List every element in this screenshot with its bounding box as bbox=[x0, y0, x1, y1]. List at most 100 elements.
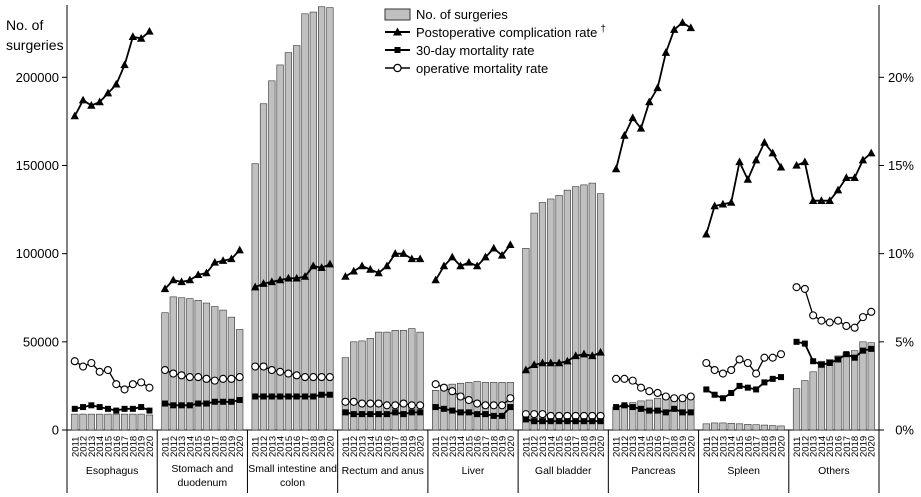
operative-mortality-point bbox=[431, 380, 440, 389]
mortality30-point bbox=[88, 402, 95, 409]
x-year-label: 2012 bbox=[349, 436, 360, 457]
mortality30-point bbox=[285, 393, 292, 400]
mortality30-point bbox=[539, 418, 546, 425]
complication-point bbox=[817, 196, 826, 204]
complication-point bbox=[686, 23, 695, 32]
x-year-label: 2015 bbox=[103, 436, 114, 457]
x-year-label: 2018 bbox=[309, 436, 320, 457]
mortality30-line bbox=[435, 406, 512, 417]
mortality30-point bbox=[400, 411, 407, 418]
mortality30-point bbox=[662, 409, 669, 416]
bar-surgeries bbox=[251, 163, 259, 431]
x-year-label: 2013 bbox=[358, 436, 369, 457]
operative-mortality-point bbox=[374, 399, 383, 408]
complication-point bbox=[267, 277, 277, 286]
complication-point bbox=[251, 282, 260, 291]
x-year-label: 2015 bbox=[825, 436, 836, 457]
y-left-tick-label: 200000 bbox=[16, 70, 59, 85]
complication-point bbox=[636, 123, 646, 132]
mortality30-point bbox=[104, 405, 111, 412]
bar-surgeries bbox=[465, 382, 473, 431]
mortality30-point bbox=[679, 409, 686, 416]
mortality30-point bbox=[326, 391, 333, 398]
x-year-label: 2011 bbox=[521, 437, 532, 457]
mortality30-line bbox=[164, 399, 240, 407]
complication-point bbox=[661, 48, 671, 56]
operative-mortality-point bbox=[235, 373, 244, 382]
bar-surgeries bbox=[456, 382, 465, 431]
operative-mortality-point bbox=[145, 383, 154, 392]
mortality30-point bbox=[499, 412, 506, 419]
mortality30-point bbox=[195, 400, 202, 407]
bar-surgeries bbox=[186, 298, 194, 431]
complication-point bbox=[309, 261, 318, 270]
complication-line bbox=[705, 140, 782, 235]
mortality30-point bbox=[654, 407, 661, 414]
legend-bar-label: No. of surgeries bbox=[416, 7, 508, 22]
operative-mortality-point bbox=[768, 353, 777, 362]
operative-mortality-point bbox=[391, 401, 400, 410]
complication-point bbox=[128, 32, 138, 40]
mortality30-point bbox=[778, 374, 785, 381]
operative-mortality-point bbox=[267, 365, 276, 375]
x-year-label: 2013 bbox=[177, 436, 188, 457]
x-year-label: 2015 bbox=[555, 436, 566, 457]
complication-point bbox=[227, 254, 236, 263]
legend-complication-dagger: † bbox=[600, 24, 606, 35]
operative-mortality-point bbox=[842, 321, 851, 331]
mortality30-line bbox=[796, 340, 872, 366]
x-year-label: 2014 bbox=[546, 436, 557, 457]
bar-surgeries bbox=[538, 202, 547, 431]
x-year-label: 2018 bbox=[128, 436, 139, 457]
complication-point bbox=[259, 279, 268, 287]
bar-surgeries bbox=[801, 380, 809, 431]
y-right-tick-label: 10% bbox=[888, 246, 914, 261]
complication-point bbox=[136, 34, 146, 42]
bar-surgeries bbox=[326, 7, 334, 431]
complication-point bbox=[185, 275, 195, 284]
bar-surgeries bbox=[817, 360, 826, 431]
bar-surgeries bbox=[358, 340, 366, 431]
bar-surgeries bbox=[383, 331, 391, 431]
bar-surgeries bbox=[588, 182, 596, 431]
complication-point bbox=[858, 155, 868, 164]
operative-mortality-point bbox=[686, 392, 695, 401]
x-year-label: 2011 bbox=[702, 437, 713, 457]
x-year-label: 2020 bbox=[145, 436, 156, 457]
x-year-label: 2011 bbox=[160, 437, 171, 457]
complication-point bbox=[275, 275, 285, 284]
bar-surgeries bbox=[202, 302, 211, 431]
x-year-label: 2012 bbox=[439, 436, 450, 457]
complication-point bbox=[743, 175, 753, 183]
operative-mortality-point bbox=[169, 369, 178, 378]
bar-surgeries bbox=[735, 423, 744, 431]
mortality30-point bbox=[818, 361, 825, 368]
bar-surgeries bbox=[744, 424, 752, 431]
complication-point bbox=[87, 101, 96, 109]
complication-point bbox=[628, 113, 637, 122]
complication-point bbox=[374, 268, 383, 277]
complication-point bbox=[235, 245, 244, 254]
legend-operative-label: operative mortality rate bbox=[416, 61, 548, 76]
mortality30-point bbox=[392, 409, 399, 416]
mortality30-point bbox=[252, 393, 259, 400]
operative-mortality-line bbox=[345, 401, 421, 406]
x-year-label: 2012 bbox=[79, 436, 90, 457]
bar-surgeries bbox=[645, 399, 653, 431]
operative-mortality-point bbox=[341, 397, 350, 406]
operative-mortality-point bbox=[776, 350, 786, 359]
complication-point bbox=[78, 95, 88, 104]
legend: No. of surgeries Postoperative complicat… bbox=[384, 7, 606, 76]
x-year-label: 2019 bbox=[678, 436, 689, 457]
x-year-label: 2020 bbox=[416, 436, 427, 457]
bar-surgeries bbox=[169, 296, 177, 431]
operative-mortality-point bbox=[137, 378, 146, 387]
operative-mortality-point bbox=[128, 380, 137, 389]
operative-mortality-point bbox=[349, 397, 358, 406]
bar-surgeries bbox=[284, 52, 293, 431]
operative-mortality-point bbox=[710, 365, 719, 375]
operative-mortality-point bbox=[407, 401, 416, 410]
x-year-label: 2014 bbox=[276, 436, 287, 457]
operative-mortality-point bbox=[79, 362, 88, 371]
